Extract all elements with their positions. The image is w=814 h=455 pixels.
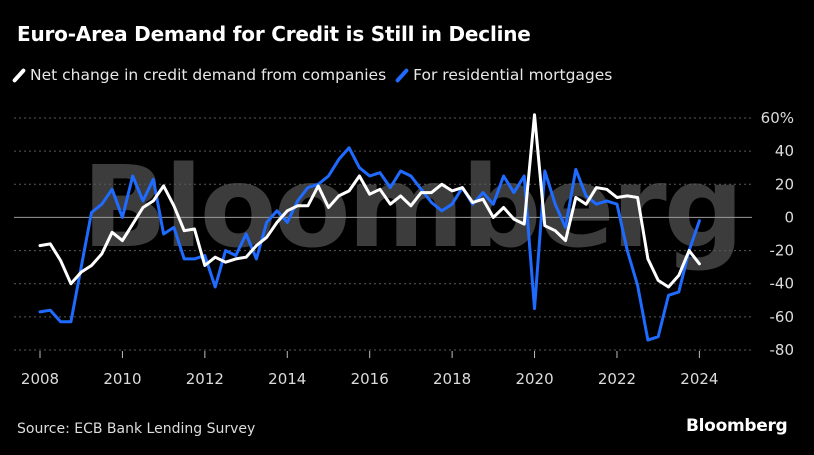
y-tick-label: -20: [770, 242, 795, 260]
watermark-logo: Bloomberg: [82, 143, 744, 273]
legend-item-mortgages: For residential mortgages: [394, 66, 613, 84]
legend-label-companies: Net change in credit demand from compani…: [30, 66, 387, 84]
y-tick-label: -60: [770, 308, 795, 326]
chart-title: Euro-Area Demand for Credit is Still in …: [17, 22, 531, 46]
y-tick-label: -40: [770, 275, 795, 293]
y-tick-label: -80: [770, 341, 795, 359]
x-tick-label: 2024: [680, 370, 718, 388]
source-note: Source: ECB Bank Lending Survey: [17, 421, 256, 437]
x-tick-label: 2016: [351, 370, 389, 388]
series-line-mortgages: [38, 146, 701, 342]
x-tick-label: 2012: [186, 370, 224, 388]
x-tick-label: 2018: [433, 370, 471, 388]
legend: Net change in credit demand from compani…: [11, 66, 626, 84]
x-tick-label: 2014: [268, 370, 306, 388]
x-tick-label: 2008: [21, 370, 59, 388]
y-tick-label: 60%: [761, 109, 794, 127]
brand-logo: Bloomberg: [686, 416, 788, 436]
y-tick-label: 0: [784, 208, 794, 226]
series-line-companies: [38, 113, 701, 289]
y-tick-label: 40: [775, 142, 794, 160]
legend-item-companies: Net change in credit demand from compani…: [11, 66, 387, 84]
x-tick-label: 2022: [598, 370, 636, 388]
y-tick-label: 20: [775, 175, 794, 193]
x-tick-label: 2010: [103, 370, 141, 388]
legend-label-mortgages: For residential mortgages: [413, 66, 613, 84]
x-tick-label: 2020: [515, 370, 553, 388]
